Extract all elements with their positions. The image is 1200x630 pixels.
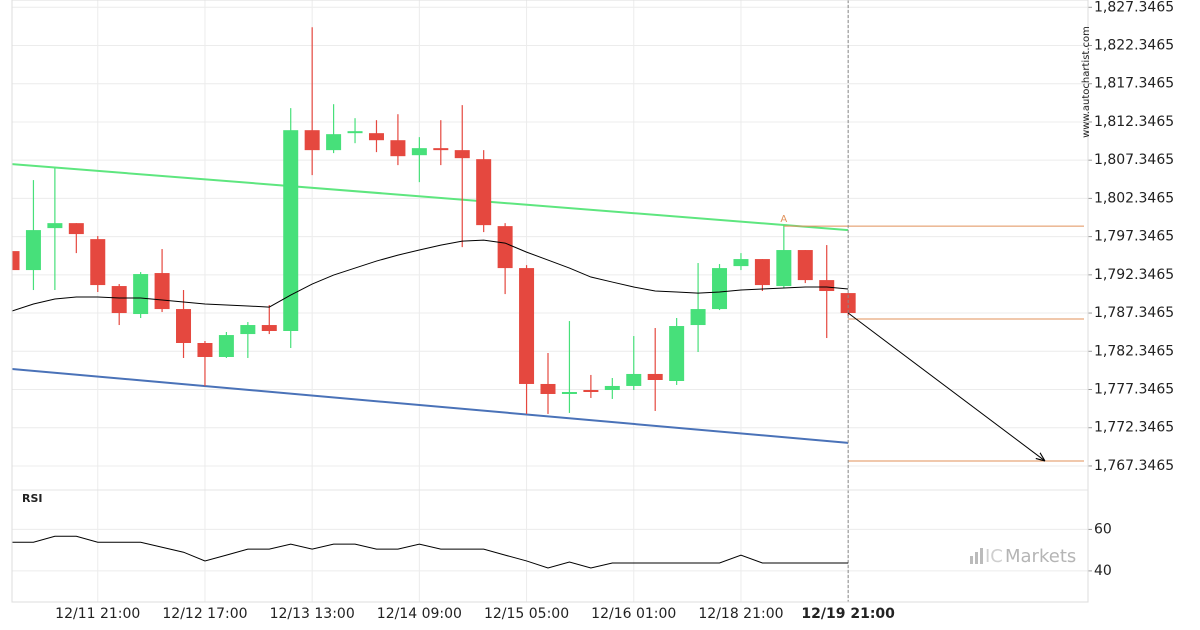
candle-body — [604, 385, 620, 391]
candle-body — [797, 250, 813, 281]
candle-body — [497, 226, 513, 269]
y-tick-label: 1,802.3465 — [1094, 190, 1174, 206]
candle-body — [176, 309, 192, 343]
x-tick-label: 12/19 21:00 — [801, 606, 895, 622]
candle-body — [240, 325, 256, 335]
grid — [12, 0, 1088, 602]
candle-body — [47, 223, 63, 229]
candle-body — [712, 268, 728, 310]
y-tick-label: 1,822.3465 — [1094, 38, 1174, 54]
candle-body — [154, 273, 170, 310]
candle-body — [12, 251, 20, 271]
candle-body — [390, 140, 406, 157]
candle-body — [669, 326, 685, 381]
candle-body — [561, 392, 577, 394]
rsi-title: RSI — [22, 492, 43, 505]
y-tick-label: 1,797.3465 — [1094, 229, 1174, 245]
x-tick-label: 12/14 09:00 — [377, 606, 462, 622]
candle-body — [647, 373, 663, 380]
candle-body — [690, 309, 706, 326]
y-tick-label: 1,817.3465 — [1094, 76, 1174, 92]
candle-body — [368, 133, 384, 141]
candle-body — [90, 239, 106, 286]
moving-average — [12, 239, 849, 312]
candle-body — [776, 250, 792, 287]
y-tick-label: 1,827.3465 — [1094, 0, 1174, 15]
trendline — [12, 163, 849, 232]
candle-body — [133, 274, 149, 315]
y-tick-label: 60 — [1094, 521, 1112, 537]
candle-body — [819, 280, 835, 292]
y-tick-label: 1,777.3465 — [1094, 382, 1174, 398]
x-tick-label: 12/11 21:00 — [55, 606, 140, 622]
y-tick-label: 1,787.3465 — [1094, 305, 1174, 321]
y-tick-label: 40 — [1094, 563, 1112, 579]
brand-logo: IC Markets — [970, 546, 1076, 567]
y-tick-label: 1,782.3465 — [1094, 343, 1174, 359]
candle-body — [261, 325, 277, 331]
candle-body — [411, 148, 427, 156]
y-tick-label: 1,812.3465 — [1094, 114, 1174, 130]
y-tick-label: 1,792.3465 — [1094, 267, 1174, 283]
y-tick-label: 1,767.3465 — [1094, 458, 1174, 474]
trendline — [12, 367, 849, 444]
rsi-line — [12, 535, 849, 569]
candle-body — [583, 390, 599, 392]
candle-body — [840, 293, 856, 314]
candle-body — [519, 268, 535, 384]
candle-body — [754, 259, 770, 286]
y-tick-label: 1,772.3465 — [1094, 420, 1174, 436]
candle-body — [218, 335, 234, 357]
candle-body — [540, 383, 556, 394]
brand-name: Markets — [1005, 546, 1076, 567]
candle-body — [454, 150, 470, 159]
y-tick-label: 1,807.3465 — [1094, 152, 1174, 168]
candle-body — [433, 148, 449, 151]
plot-area: A — [12, 0, 1084, 602]
x-tick-label: 12/18 21:00 — [698, 606, 783, 622]
pattern-label: A — [780, 214, 787, 225]
watermark: www.autochartist.com — [1081, 26, 1092, 138]
candle-body — [326, 134, 342, 151]
candle-body — [733, 259, 749, 267]
candle-body — [347, 131, 363, 134]
x-tick-label: 12/15 05:00 — [484, 606, 569, 622]
candle-body — [68, 223, 84, 235]
candle-body — [283, 130, 299, 331]
x-tick-label: 12/12 17:00 — [162, 606, 247, 622]
x-tick-label: 12/16 01:00 — [591, 606, 676, 622]
x-tick-label: 12/13 13:00 — [270, 606, 355, 622]
candle-body — [304, 130, 320, 151]
axes: 1,767.3465 1,772.3465 1,777.3465 1,782.3465… — [55, 0, 1174, 622]
forecast-arrow — [847, 312, 1045, 461]
brand-prefix: IC — [985, 546, 1003, 567]
candle-body — [197, 343, 213, 357]
plot-frame — [11, 0, 1089, 603]
candle-body — [25, 230, 41, 271]
candle-body — [111, 286, 127, 314]
candle-body — [626, 373, 642, 386]
candle-body — [476, 159, 492, 226]
